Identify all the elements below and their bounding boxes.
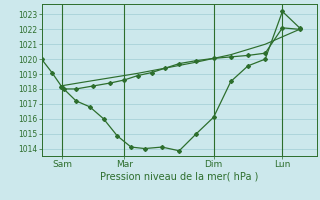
X-axis label: Pression niveau de la mer( hPa ): Pression niveau de la mer( hPa ): [100, 172, 258, 182]
